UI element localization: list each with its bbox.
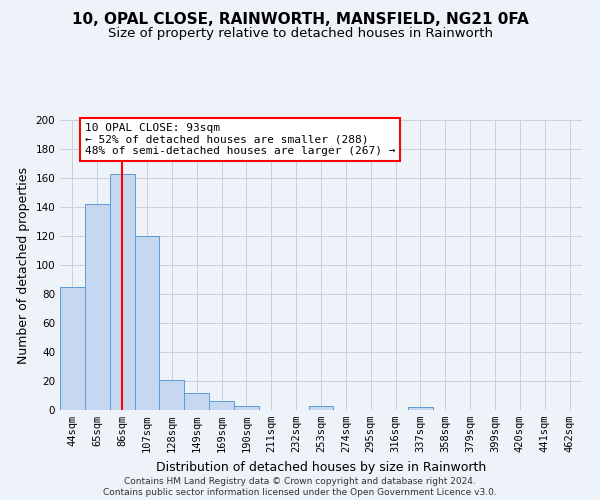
- X-axis label: Distribution of detached houses by size in Rainworth: Distribution of detached houses by size …: [156, 460, 486, 473]
- Bar: [234, 406, 259, 410]
- Text: Contains HM Land Registry data © Crown copyright and database right 2024.: Contains HM Land Registry data © Crown c…: [124, 476, 476, 486]
- Bar: [110, 174, 134, 410]
- Bar: [160, 380, 184, 410]
- Text: 10 OPAL CLOSE: 93sqm
← 52% of detached houses are smaller (288)
48% of semi-deta: 10 OPAL CLOSE: 93sqm ← 52% of detached h…: [85, 123, 395, 156]
- Bar: [209, 402, 234, 410]
- Bar: [85, 204, 110, 410]
- Bar: [408, 407, 433, 410]
- Y-axis label: Number of detached properties: Number of detached properties: [17, 166, 30, 364]
- Text: Contains public sector information licensed under the Open Government Licence v3: Contains public sector information licen…: [103, 488, 497, 497]
- Bar: [308, 406, 334, 410]
- Bar: [184, 392, 209, 410]
- Bar: [134, 236, 160, 410]
- Text: Size of property relative to detached houses in Rainworth: Size of property relative to detached ho…: [107, 28, 493, 40]
- Bar: [60, 287, 85, 410]
- Text: 10, OPAL CLOSE, RAINWORTH, MANSFIELD, NG21 0FA: 10, OPAL CLOSE, RAINWORTH, MANSFIELD, NG…: [71, 12, 529, 28]
